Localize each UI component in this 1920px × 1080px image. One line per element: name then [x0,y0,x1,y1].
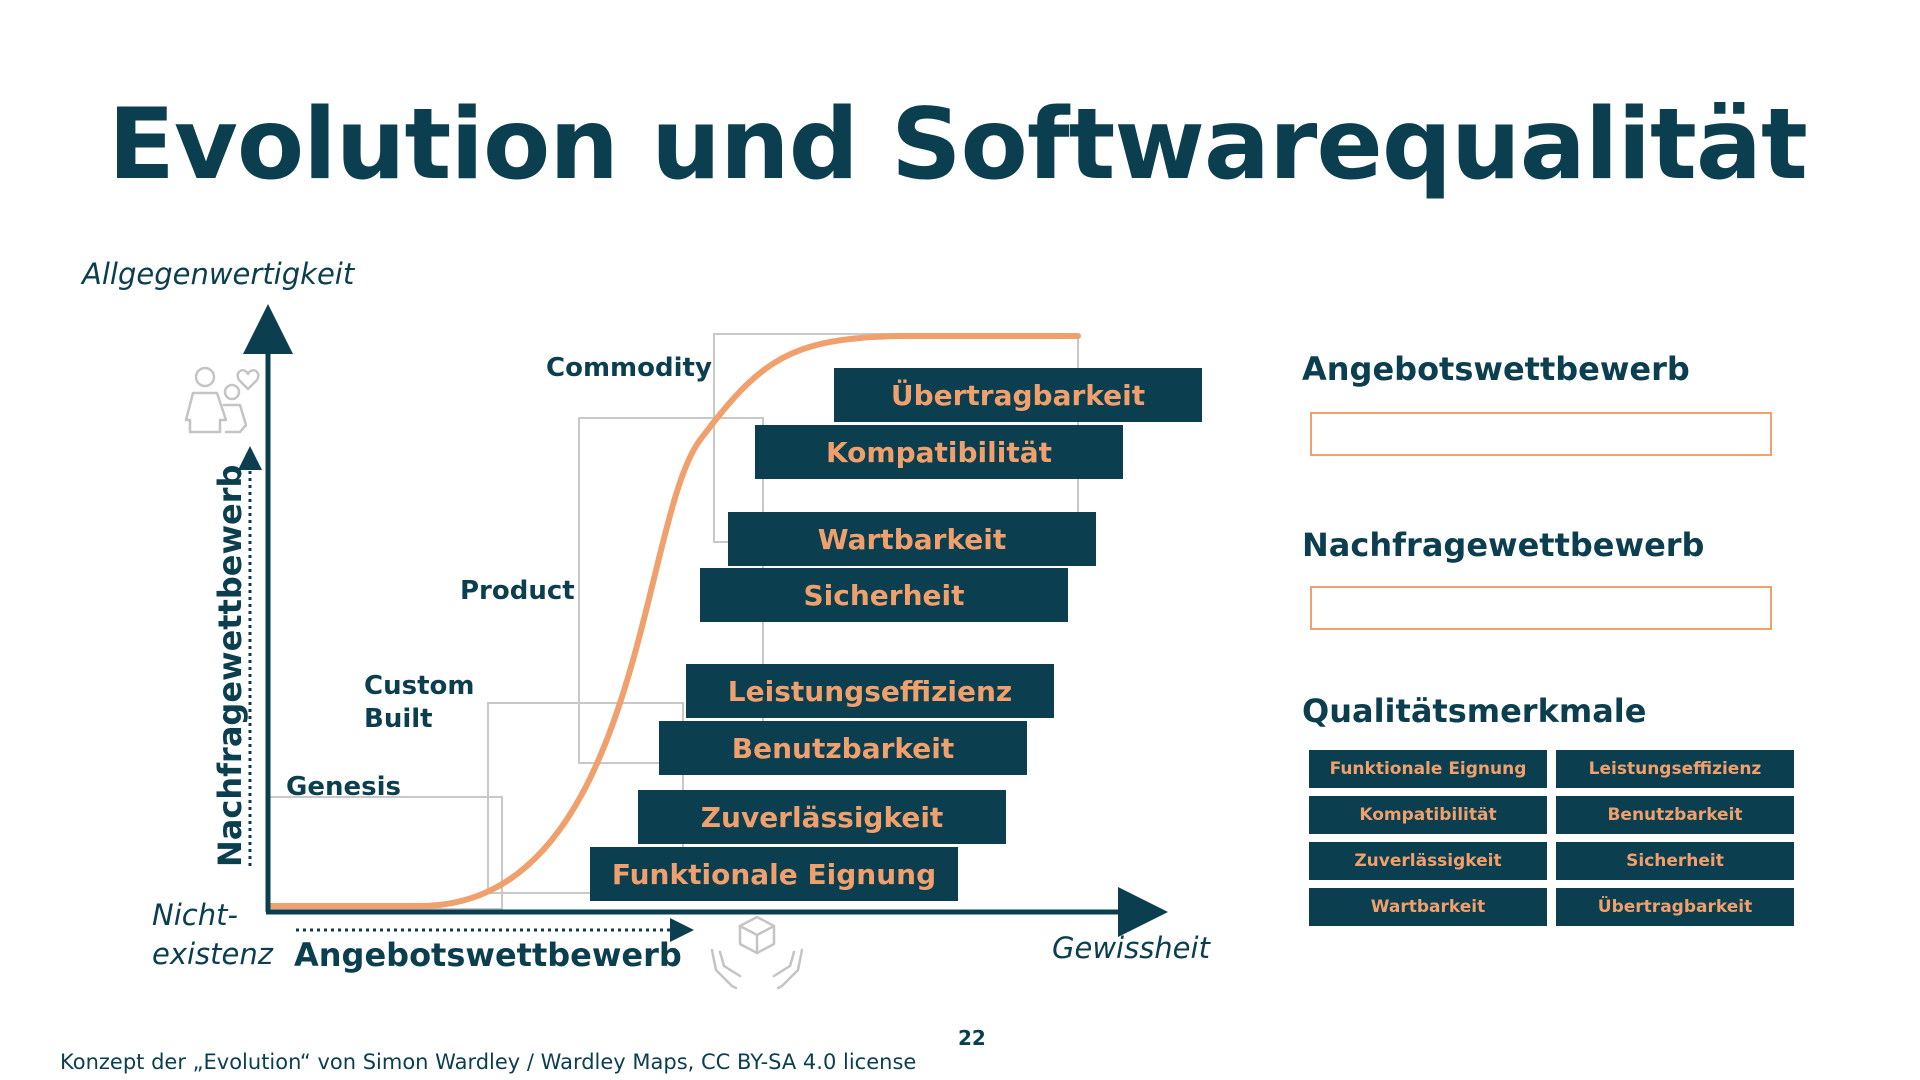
quality-bar: Leistungseffizienz [686,664,1054,718]
slide-title: Evolution und Softwarequalität [108,88,1808,202]
quality-bar-label: Übertragbarkeit [891,378,1145,412]
quality-bar-box [638,790,1006,844]
stage-label-genesis: Genesis [286,772,401,802]
quality-bar: Zuverlässigkeit [638,790,1006,844]
quality-bar-box [755,425,1123,479]
genesis-box [267,796,503,910]
quality-attribute-tile: Kompatibilität [1309,796,1547,834]
quality-bar-box [659,721,1027,775]
quality-attributes-heading: Qualitätsmerkmale [1302,692,1647,730]
origin-label-line1: Nicht- [152,898,238,932]
quality-attribute-tile: Wartbarkeit [1309,888,1547,926]
quality-attributes-grid: Funktionale Eignung Leistungseffizienz K… [1309,750,1794,926]
quality-attribute-tile: Sicherheit [1556,842,1794,880]
quality-bars: Übertragbarkeit Kompatibilität Wartbarkeit… [590,368,1202,901]
quality-bar: Wartbarkeit [728,512,1096,566]
page-number: 22 [958,1026,986,1050]
quality-attribute-tile: Zuverlässigkeit [1309,842,1547,880]
stage-label-custom-line2: Built [364,704,433,734]
demand-competition-heading: Nachfragewettbewerb [1302,526,1705,564]
quality-attribute-tile: Leistungseffizienz [1556,750,1794,788]
hand-box-icon [710,915,804,990]
evolution-curve [267,333,1081,909]
quality-attribute-tile: Übertragbarkeit [1556,888,1794,926]
quality-bar: Benutzbarkeit [659,721,1027,775]
supply-competition-box [1310,412,1772,456]
stage-label-commodity: Commodity [546,353,712,383]
supply-competition-heading: Angebotswettbewerb [1302,350,1690,388]
people-heart-icon [184,366,260,434]
quality-bar-box [728,512,1096,566]
quality-bar: Übertragbarkeit [834,368,1202,422]
quality-bar-box [686,664,1054,718]
x-axis-end-label: Gewissheit [1052,931,1212,965]
y-axis-arrow-label: Nachfragewettbewerb [211,465,249,867]
quality-bar-label: Wartbarkeit [818,523,1007,556]
quality-attribute-tile: Funktionale Eignung [1309,750,1547,788]
quality-bar: Sicherheit [700,568,1068,622]
quality-bar-box [834,368,1202,422]
quality-attribute-tile: Benutzbarkeit [1556,796,1794,834]
origin-label-line2: existenz [152,937,274,971]
quality-bar: Funktionale Eignung [590,847,958,901]
quality-bar-box [590,847,958,901]
x-axis-arrow-label: Angebotswettbewerb [294,936,682,974]
quality-bar-label: Leistungseffizienz [728,675,1012,708]
quality-bar-label: Kompatibilität [826,436,1052,469]
y-axis-top-label: Allgegenwertigkeit [80,257,356,291]
source-credit: Konzept der „Evolution“ von Simon Wardle… [60,1050,917,1074]
quality-bar-label: Funktionale Eignung [612,858,936,891]
demand-competition-box [1310,586,1772,630]
quality-bar: Kompatibilität [755,425,1123,479]
stage-label-custom-line1: Custom [364,671,474,701]
quality-bar-label: Sicherheit [804,579,965,612]
stage-label-product: Product [460,576,575,606]
quality-bar-label: Benutzbarkeit [732,732,954,765]
quality-bar-label: Zuverlässigkeit [701,801,944,834]
quality-bar-box [700,568,1068,622]
